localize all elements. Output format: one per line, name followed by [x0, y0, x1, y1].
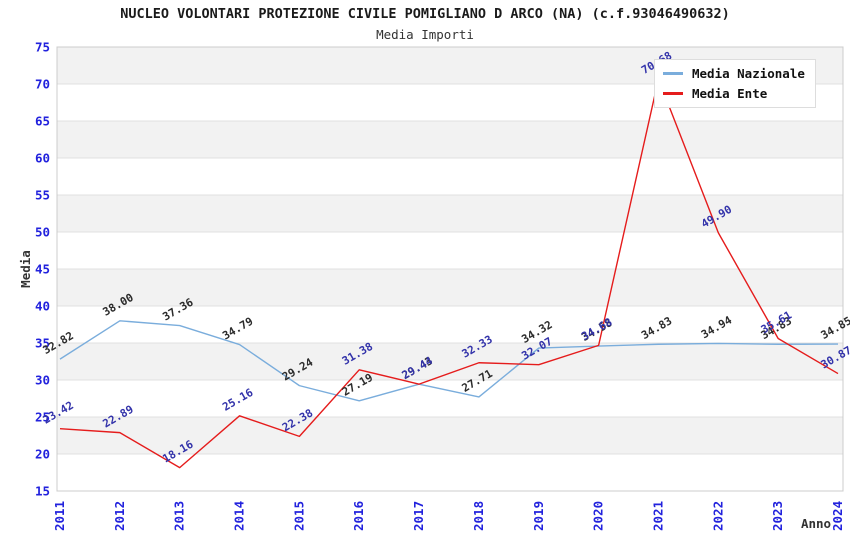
y-tick-label: 70: [35, 77, 50, 92]
x-tick-label: 2018: [471, 501, 486, 531]
x-tick-label: 2016: [351, 501, 366, 531]
legend-item-media-nazionale: Media Nazionale: [663, 66, 805, 81]
legend-item-media-ente: Media Ente: [663, 86, 805, 101]
x-tick-label: 2017: [411, 501, 426, 531]
legend-swatch-ente-icon: [663, 92, 683, 95]
data-label: 34.79: [220, 315, 255, 343]
y-tick-label: 40: [35, 299, 50, 314]
x-tick-label: 2019: [531, 501, 546, 531]
legend: Media Nazionale Media Ente: [654, 59, 816, 108]
x-axis-title: Anno: [801, 516, 831, 531]
y-tick-label: 15: [35, 484, 50, 499]
data-label: 34.94: [699, 313, 735, 341]
background-band: [57, 195, 843, 232]
x-tick-label: 2012: [112, 501, 127, 531]
legend-label: Media Nazionale: [692, 66, 805, 81]
x-tick-label: 2020: [591, 501, 606, 531]
x-tick-label: 2021: [650, 501, 665, 531]
y-tick-label: 35: [35, 336, 50, 351]
y-tick-label: 50: [35, 225, 50, 240]
data-label: 34.83: [639, 314, 674, 342]
background-band: [57, 343, 843, 380]
legend-swatch-nazionale-icon: [663, 72, 683, 75]
y-tick-label: 30: [35, 373, 50, 388]
y-tick-label: 65: [35, 114, 50, 129]
series-line-media-ente: [59, 78, 839, 469]
x-tick-label: 2024: [830, 501, 845, 531]
data-label: 34.85: [819, 314, 850, 342]
data-label: 34.68: [579, 315, 614, 343]
y-tick-label: 60: [35, 151, 50, 166]
x-tick-label: 2015: [291, 501, 306, 531]
background-band: [57, 121, 843, 158]
y-tick-label: 45: [35, 262, 50, 277]
legend-label: Media Ente: [692, 86, 768, 101]
background-band: [57, 269, 843, 306]
x-tick-label: 2013: [172, 501, 187, 531]
y-tick-label: 20: [35, 447, 50, 462]
x-tick-label: 2022: [710, 501, 725, 531]
y-tick-label: 55: [35, 188, 50, 203]
plot-area: [56, 46, 844, 492]
chart-title: NUCLEO VOLONTARI PROTEZIONE CIVILE POMIG…: [120, 6, 730, 22]
y-tick-label: 75: [35, 40, 50, 55]
series-line-media-nazionale: [59, 320, 839, 402]
y-tick-label: 25: [35, 410, 50, 425]
background-band: [57, 417, 843, 454]
y-axis-title: Media: [18, 250, 33, 288]
x-tick-label: 2023: [770, 501, 785, 531]
x-tick-label: 2014: [232, 501, 247, 531]
x-tick-label: 2011: [52, 501, 67, 531]
chart-subtitle: Media Importi: [376, 27, 474, 42]
data-label: 25.16: [220, 386, 256, 414]
